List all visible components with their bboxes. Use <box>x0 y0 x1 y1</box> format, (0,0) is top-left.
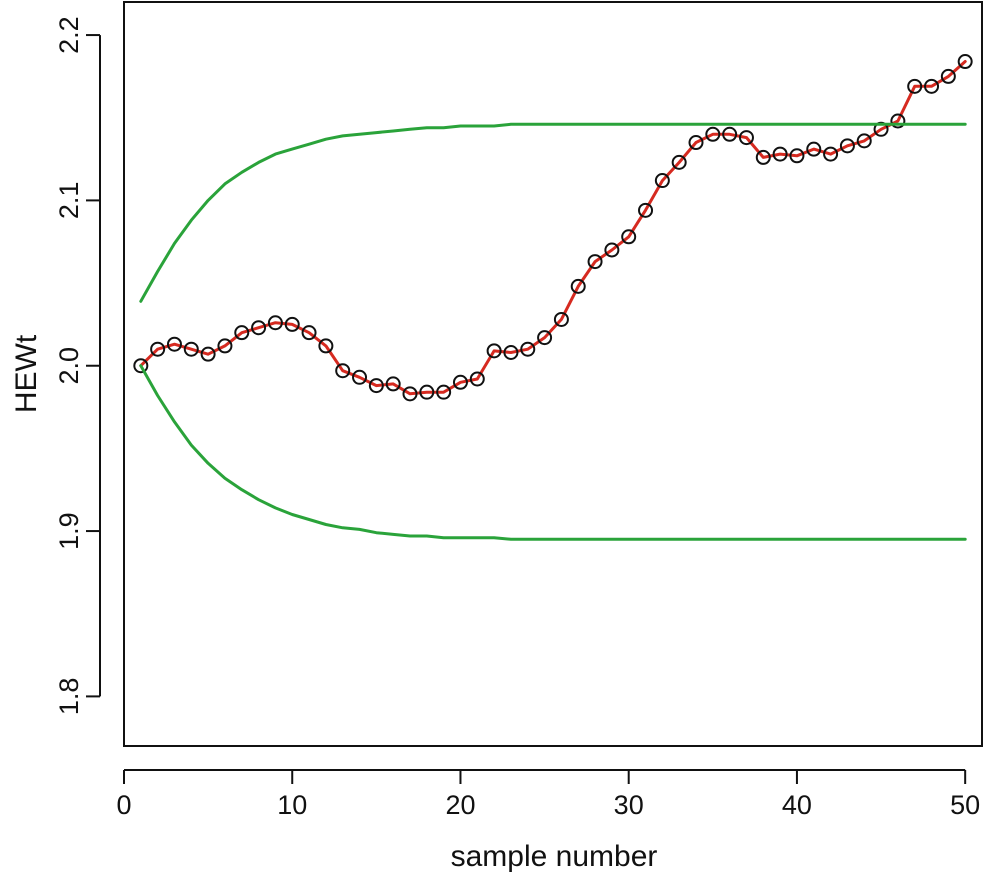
data-point <box>924 78 940 94</box>
data-point <box>722 126 738 142</box>
observed-line <box>139 60 967 396</box>
data-point <box>671 154 687 170</box>
data-point <box>251 320 267 336</box>
y-tick-label: 2.2 <box>54 16 84 54</box>
x-tick-label: 40 <box>782 790 812 820</box>
data-point <box>166 336 182 352</box>
plot-frame <box>123 1 983 747</box>
data-point <box>503 345 519 361</box>
data-point <box>301 325 317 341</box>
data-point <box>469 371 485 387</box>
data-point <box>856 133 872 149</box>
data-point <box>200 346 216 362</box>
data-point <box>553 311 569 327</box>
data-point <box>284 316 300 332</box>
lower-limit-line <box>139 364 967 541</box>
data-point <box>452 374 468 390</box>
data-point <box>823 146 839 162</box>
data-point <box>688 135 704 151</box>
data-point <box>217 338 233 354</box>
data-point <box>738 130 754 146</box>
data-point <box>267 315 283 331</box>
data-point <box>183 341 199 357</box>
data-point <box>772 146 788 162</box>
data-point <box>520 341 536 357</box>
data-point <box>385 376 401 392</box>
y-axis: 1.8 1.9 2.0 2.1 2.2 <box>54 16 101 716</box>
y-tick-label: 1.8 <box>54 678 84 716</box>
data-point <box>335 363 351 379</box>
data-point <box>234 325 250 341</box>
data-point <box>537 330 553 346</box>
y-tick-label: 1.9 <box>54 512 84 550</box>
data-point <box>486 343 502 359</box>
data-point <box>368 378 384 394</box>
data-point <box>705 126 721 142</box>
data-point <box>150 341 166 357</box>
x-tick-label: 10 <box>277 790 307 820</box>
data-point <box>621 229 637 245</box>
data-point <box>806 141 822 157</box>
x-axis-label: sample number <box>451 840 658 873</box>
data-point <box>604 242 620 258</box>
x-axis: 0 10 20 30 40 50 <box>116 769 980 820</box>
data-point <box>570 278 586 294</box>
series-layer <box>133 54 973 541</box>
data-point <box>402 386 418 402</box>
data-point <box>352 369 368 385</box>
data-point <box>587 254 603 270</box>
y-axis-label: HEWt <box>10 334 43 413</box>
y-tick-label: 2.1 <box>54 182 84 220</box>
data-point <box>654 173 670 189</box>
data-point <box>133 358 149 374</box>
x-tick-label: 30 <box>614 790 644 820</box>
data-point <box>789 148 805 164</box>
x-tick-label: 0 <box>116 790 131 820</box>
y-tick-label: 2.0 <box>54 347 84 385</box>
data-point <box>957 54 973 70</box>
data-point <box>318 338 334 354</box>
data-point <box>940 68 956 84</box>
data-point <box>638 202 654 218</box>
data-point <box>755 149 771 165</box>
data-point <box>839 138 855 154</box>
data-point <box>419 384 435 400</box>
x-tick-label: 20 <box>445 790 475 820</box>
data-point <box>907 78 923 94</box>
x-tick-label: 50 <box>950 790 980 820</box>
data-point <box>890 113 906 129</box>
data-point <box>436 384 452 400</box>
upper-limit-line <box>139 122 967 303</box>
